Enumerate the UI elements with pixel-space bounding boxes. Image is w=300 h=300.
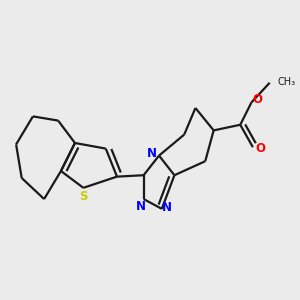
Text: O: O [255,142,265,155]
Text: O: O [253,93,262,106]
Text: CH₃: CH₃ [278,77,296,87]
Text: N: N [136,200,146,213]
Text: N: N [147,147,157,161]
Text: S: S [79,190,88,203]
Text: N: N [162,201,172,214]
